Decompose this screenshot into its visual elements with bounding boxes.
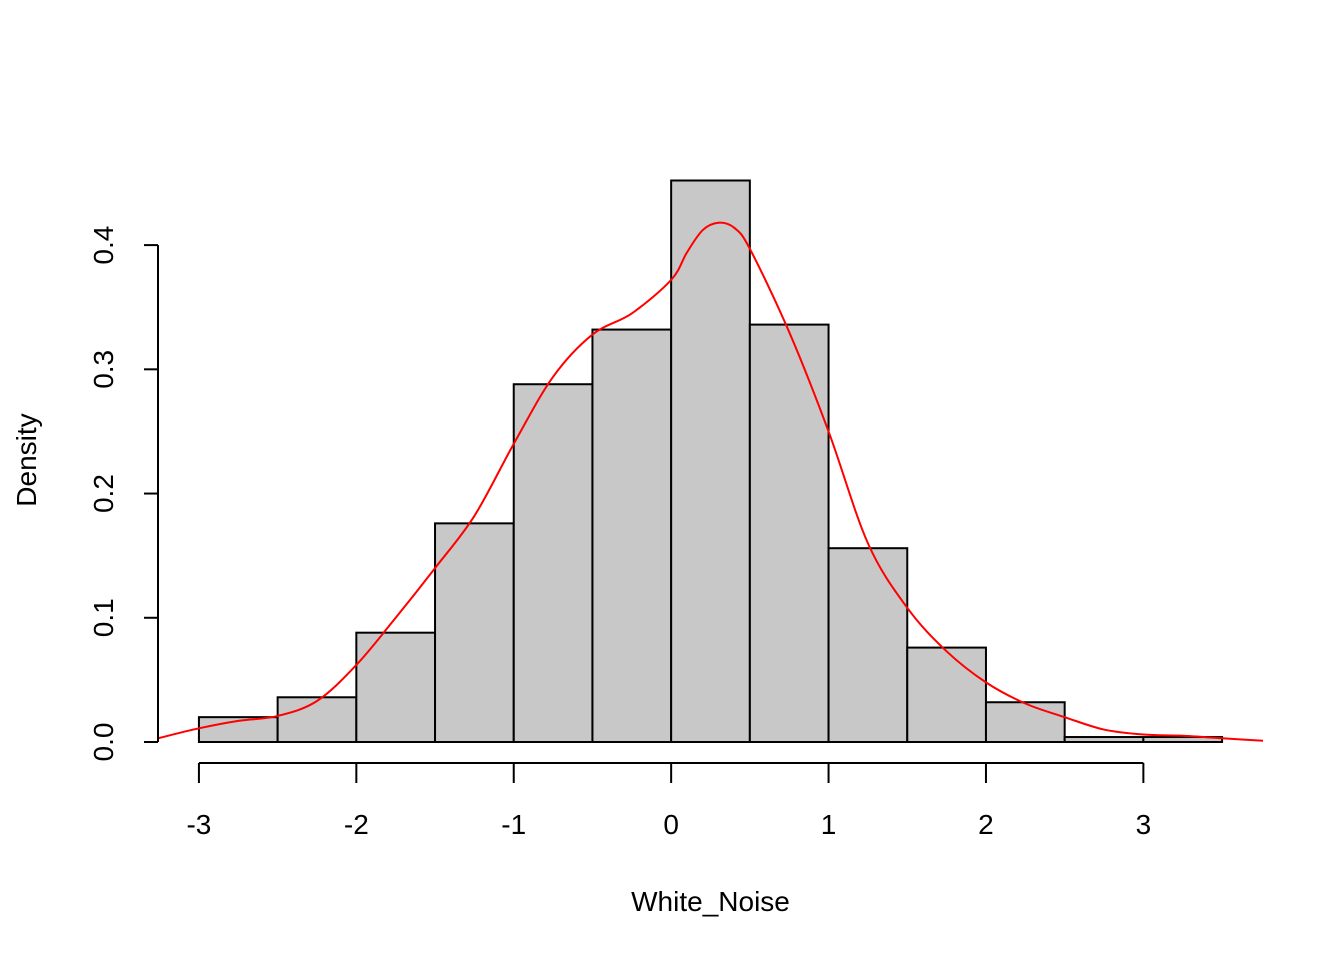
x-tick-label-3: 0 bbox=[663, 809, 679, 840]
y-axis: 0.0 0.1 0.2 0.3 0.4 bbox=[88, 226, 159, 762]
x-tick-label-1: -2 bbox=[344, 809, 369, 840]
x-tick-label-6: 3 bbox=[1136, 809, 1152, 840]
y-tick-label-4: 0.4 bbox=[88, 226, 119, 265]
histogram-bar-10 bbox=[984, 701, 1066, 743]
histogram-bar-3 bbox=[434, 522, 515, 743]
histogram-bars bbox=[197, 179, 1224, 744]
histogram-bar-11 bbox=[1063, 736, 1145, 743]
histogram-bar-2 bbox=[355, 631, 437, 743]
histogram-bar-6 bbox=[670, 179, 751, 744]
y-tick-label-3: 0.3 bbox=[88, 350, 119, 389]
histogram-bar-7 bbox=[748, 323, 830, 743]
histogram-bar-9 bbox=[906, 646, 987, 743]
x-tick-label-0: -3 bbox=[186, 809, 211, 840]
x-tick-label-4: 1 bbox=[821, 809, 837, 840]
y-tick-label-0: 0.0 bbox=[88, 723, 119, 762]
y-tick-label-2: 0.2 bbox=[88, 474, 119, 513]
x-axis-title: White_Noise bbox=[631, 886, 790, 917]
density-curve-layer bbox=[157, 221, 1264, 742]
histogram-bar-8 bbox=[827, 547, 909, 744]
histogram-bar-5 bbox=[591, 328, 673, 743]
histogram-bar-4 bbox=[512, 383, 594, 743]
x-tick-label-2: -1 bbox=[501, 809, 526, 840]
y-axis-title: Density bbox=[11, 413, 42, 506]
density-curve-line bbox=[157, 221, 1264, 742]
histogram-bar-1 bbox=[276, 696, 358, 743]
y-tick-label-1: 0.1 bbox=[88, 598, 119, 637]
x-axis: -3 -2 -1 0 1 2 3 bbox=[186, 762, 1152, 840]
histogram-bar-12 bbox=[1142, 736, 1224, 743]
x-tick-label-5: 2 bbox=[978, 809, 994, 840]
